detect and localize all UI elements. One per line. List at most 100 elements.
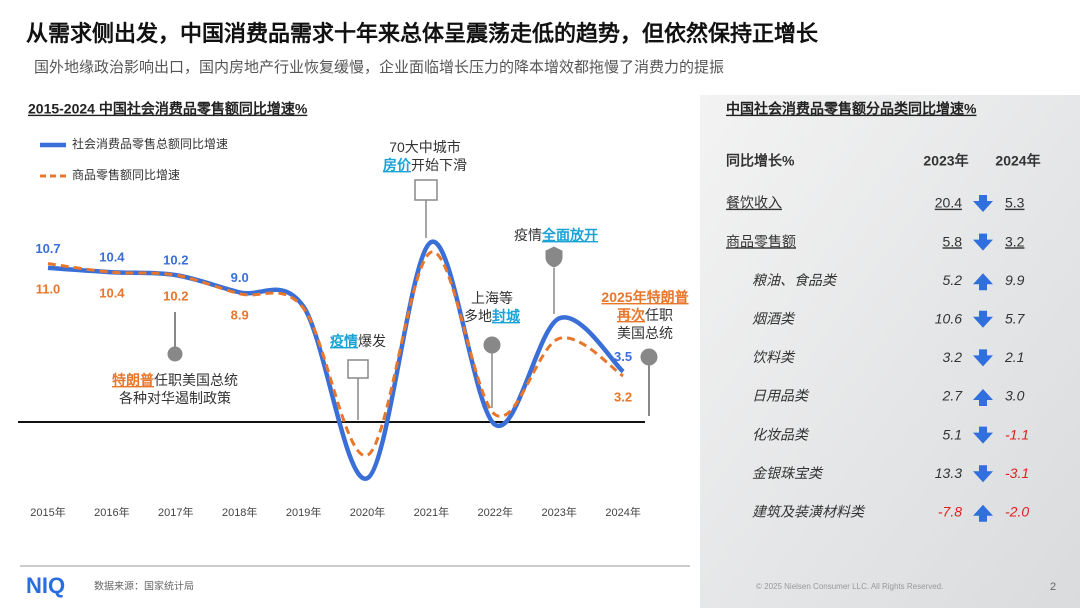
annotation: 疫情全面放开	[514, 227, 598, 243]
trend-arrow	[973, 233, 993, 251]
cell-2024: 5.7	[1005, 311, 1026, 327]
annotation-highlight: 房价	[383, 157, 412, 173]
annotation: 各种对华遏制政策	[119, 390, 231, 406]
cell-2023: 5.8	[943, 233, 963, 249]
cell-2023: 10.6	[935, 311, 962, 327]
annotation: 多地封城	[464, 308, 520, 324]
x-tick-label: 2019年	[286, 505, 321, 519]
data-label: 10.2	[163, 289, 188, 304]
cell-2024: -3.1	[1005, 465, 1029, 481]
table-header: 同比增长%	[726, 153, 795, 169]
data-label: 10.4	[99, 250, 125, 265]
annotation-text: 任职美国总统	[154, 372, 238, 388]
row-name: 烟酒类	[752, 311, 796, 327]
page-number: 2	[1050, 581, 1056, 593]
trend-arrow	[973, 195, 993, 212]
annotation-highlight: 特朗普	[112, 372, 154, 388]
markers	[167, 179, 658, 420]
x-tick-label: 2021年	[414, 505, 449, 519]
annotation-text: 疫情	[514, 227, 542, 243]
row-name: 建筑及装潢材料类	[752, 504, 866, 520]
data-label: 11.0	[36, 281, 61, 296]
cell-2024: -2.0	[1005, 504, 1029, 520]
x-tick-label: 2017年	[158, 505, 193, 519]
annotation-highlight: 封城	[492, 308, 520, 324]
annotation-highlight: 2025年特朗普	[601, 289, 688, 305]
annotation: 70大中城市	[389, 139, 461, 155]
series-line	[47, 250, 624, 457]
table-header: 2024年	[995, 153, 1040, 169]
slide-subtitle: 国外地缘政治影响出口，国内房地产行业恢复缓慢，企业面临增长压力的降本增效都拖慢了…	[34, 58, 724, 76]
annotation-text: 上海等	[471, 290, 513, 306]
cell-2024: 9.9	[1005, 272, 1025, 288]
annotation: 房价开始下滑	[383, 157, 467, 173]
annotation: 特朗普任职美国总统	[112, 372, 238, 388]
annotation-text: 多地	[464, 308, 492, 324]
row-name: 商品零售额	[726, 233, 796, 249]
trend-arrow	[973, 273, 993, 291]
table-title: 中国社会消费品零售额分品类同比增速%	[726, 101, 977, 117]
row-name: 粮油、食品类	[752, 272, 838, 288]
data-label: 3.5	[614, 349, 632, 364]
data-label: 10.2	[163, 253, 188, 268]
trend-arrow	[973, 426, 993, 444]
row-name: 饮料类	[752, 349, 796, 365]
annotation-text: 各种对华遏制政策	[119, 390, 231, 406]
x-tick-label: 2022年	[478, 505, 513, 519]
annotation-text: 美国总统	[617, 325, 673, 341]
cell-2023: 3.2	[943, 349, 963, 365]
chart-title: 2015-2024 中国社会消费品零售额同比增速%	[28, 101, 308, 117]
cell-2023: 5.2	[943, 272, 963, 288]
annotation-text: 爆发	[358, 333, 386, 349]
data-label: 8.9	[231, 307, 249, 322]
cell-2023: 20.4	[935, 195, 962, 211]
annotation-text: 70大中城市	[389, 139, 461, 155]
annotation-highlight: 疫情	[330, 333, 358, 349]
source: 数据来源：国家统计局	[94, 580, 194, 593]
row-name: 餐饮收入	[726, 195, 782, 211]
logo: NIQ	[26, 573, 65, 598]
cell-2024: 3.0	[1005, 388, 1025, 404]
slide-title: 从需求侧出发，中国消费品需求十年来总体呈震荡走低的趋势，但依然保持正增长	[26, 21, 819, 46]
cell-2023: 5.1	[943, 426, 962, 442]
x-tick-label: 2024年	[605, 505, 640, 519]
annotation: 美国总统	[617, 325, 673, 341]
x-tick-label: 2020年	[350, 505, 385, 519]
copyright: © 2025 Nielsen Consumer LLC. All Rights …	[756, 582, 943, 591]
series-line	[47, 239, 625, 481]
trend-arrow	[973, 465, 993, 483]
data-label: 10.7	[35, 241, 60, 256]
row-name: 日用品类	[752, 388, 810, 404]
annotation-highlight: 全面放开	[541, 227, 598, 243]
annotation: 2025年特朗普	[601, 289, 688, 305]
cell-2023: -7.8	[938, 504, 962, 520]
table-header: 2023年	[923, 153, 968, 169]
annotation: 疫情爆发	[330, 333, 386, 349]
photo-panel	[700, 95, 1080, 608]
row-name: 金银珠宝类	[752, 465, 824, 481]
cell-2023: 13.3	[935, 465, 962, 481]
x-tick-label: 2023年	[541, 505, 576, 519]
cell-2024: 2.1	[1004, 349, 1024, 365]
x-tick-label: 2015年	[30, 505, 65, 519]
data-label: 10.4	[99, 286, 125, 301]
cell-2023: 2.7	[942, 388, 964, 404]
cell-2024: 3.2	[1005, 233, 1025, 249]
annotation-highlight: 再次	[617, 307, 645, 323]
cell-2024: 5.3	[1005, 195, 1025, 211]
x-tick-label: 2018年	[222, 505, 257, 519]
annotation: 再次任职	[617, 307, 673, 323]
cell-2024: -1.1	[1005, 426, 1029, 442]
data-label: 9.0	[231, 270, 249, 285]
x-tick-label: 2016年	[94, 505, 129, 519]
trend-arrow	[973, 349, 993, 367]
trend-arrow	[973, 310, 993, 328]
row-name: 化妆品类	[752, 426, 810, 442]
annotation: 上海等	[471, 290, 513, 306]
annotation-text: 任职	[645, 307, 673, 323]
trend-arrow	[973, 389, 993, 406]
trend-arrow	[973, 504, 993, 522]
legend-label: 商品零售额同比增速	[72, 167, 180, 182]
